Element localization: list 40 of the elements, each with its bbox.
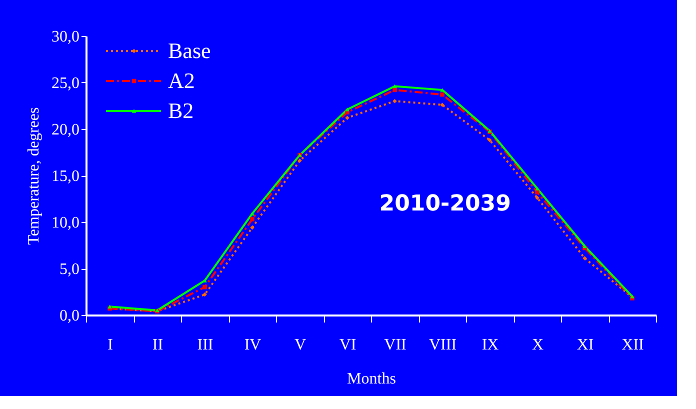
point	[250, 217, 254, 222]
point	[392, 88, 397, 92]
x-tick-label: V	[294, 336, 306, 354]
point	[440, 92, 444, 97]
point	[345, 108, 350, 112]
x-tick-label: X	[532, 336, 544, 354]
point	[202, 284, 207, 290]
y-tick-label: 5,0	[60, 261, 80, 278]
y-tick-label: 25,0	[52, 75, 80, 92]
y-tick-label: 20,0	[52, 122, 80, 138]
point	[582, 256, 587, 260]
y-tick-label: 15,0	[52, 168, 80, 185]
x-tick-label: VIII	[428, 336, 457, 354]
point	[392, 84, 397, 88]
legend-label: Base	[168, 38, 211, 63]
legend-label: B2	[168, 98, 194, 123]
point	[250, 212, 254, 216]
y-tick-label: 10,0	[52, 214, 80, 232]
x-tick-label: I	[108, 336, 113, 354]
x-tick-label: IX	[482, 336, 500, 354]
point	[535, 190, 540, 194]
y-tick-label: 30,0	[52, 28, 80, 46]
x-tick-label: III	[197, 336, 214, 354]
point	[345, 116, 350, 120]
point	[535, 196, 540, 200]
annotation: 2010-2039	[379, 191, 511, 216]
point	[440, 102, 444, 107]
x-tick-label: VII	[384, 336, 406, 354]
x-tick-label: XI	[576, 336, 594, 354]
y-axis-title: Temperature, degrees	[26, 107, 42, 245]
x-tick-label: XII	[622, 336, 644, 354]
point	[108, 304, 112, 308]
point	[488, 138, 492, 142]
x-axis-title: Months	[347, 370, 396, 388]
y-tick-label: 0,0	[60, 308, 80, 324]
x-tick-label: II	[152, 336, 164, 354]
x-tick-label: IV	[244, 336, 262, 354]
x-tick-label: VI	[339, 336, 356, 354]
point	[535, 186, 540, 190]
legend-label: A2	[168, 68, 195, 93]
